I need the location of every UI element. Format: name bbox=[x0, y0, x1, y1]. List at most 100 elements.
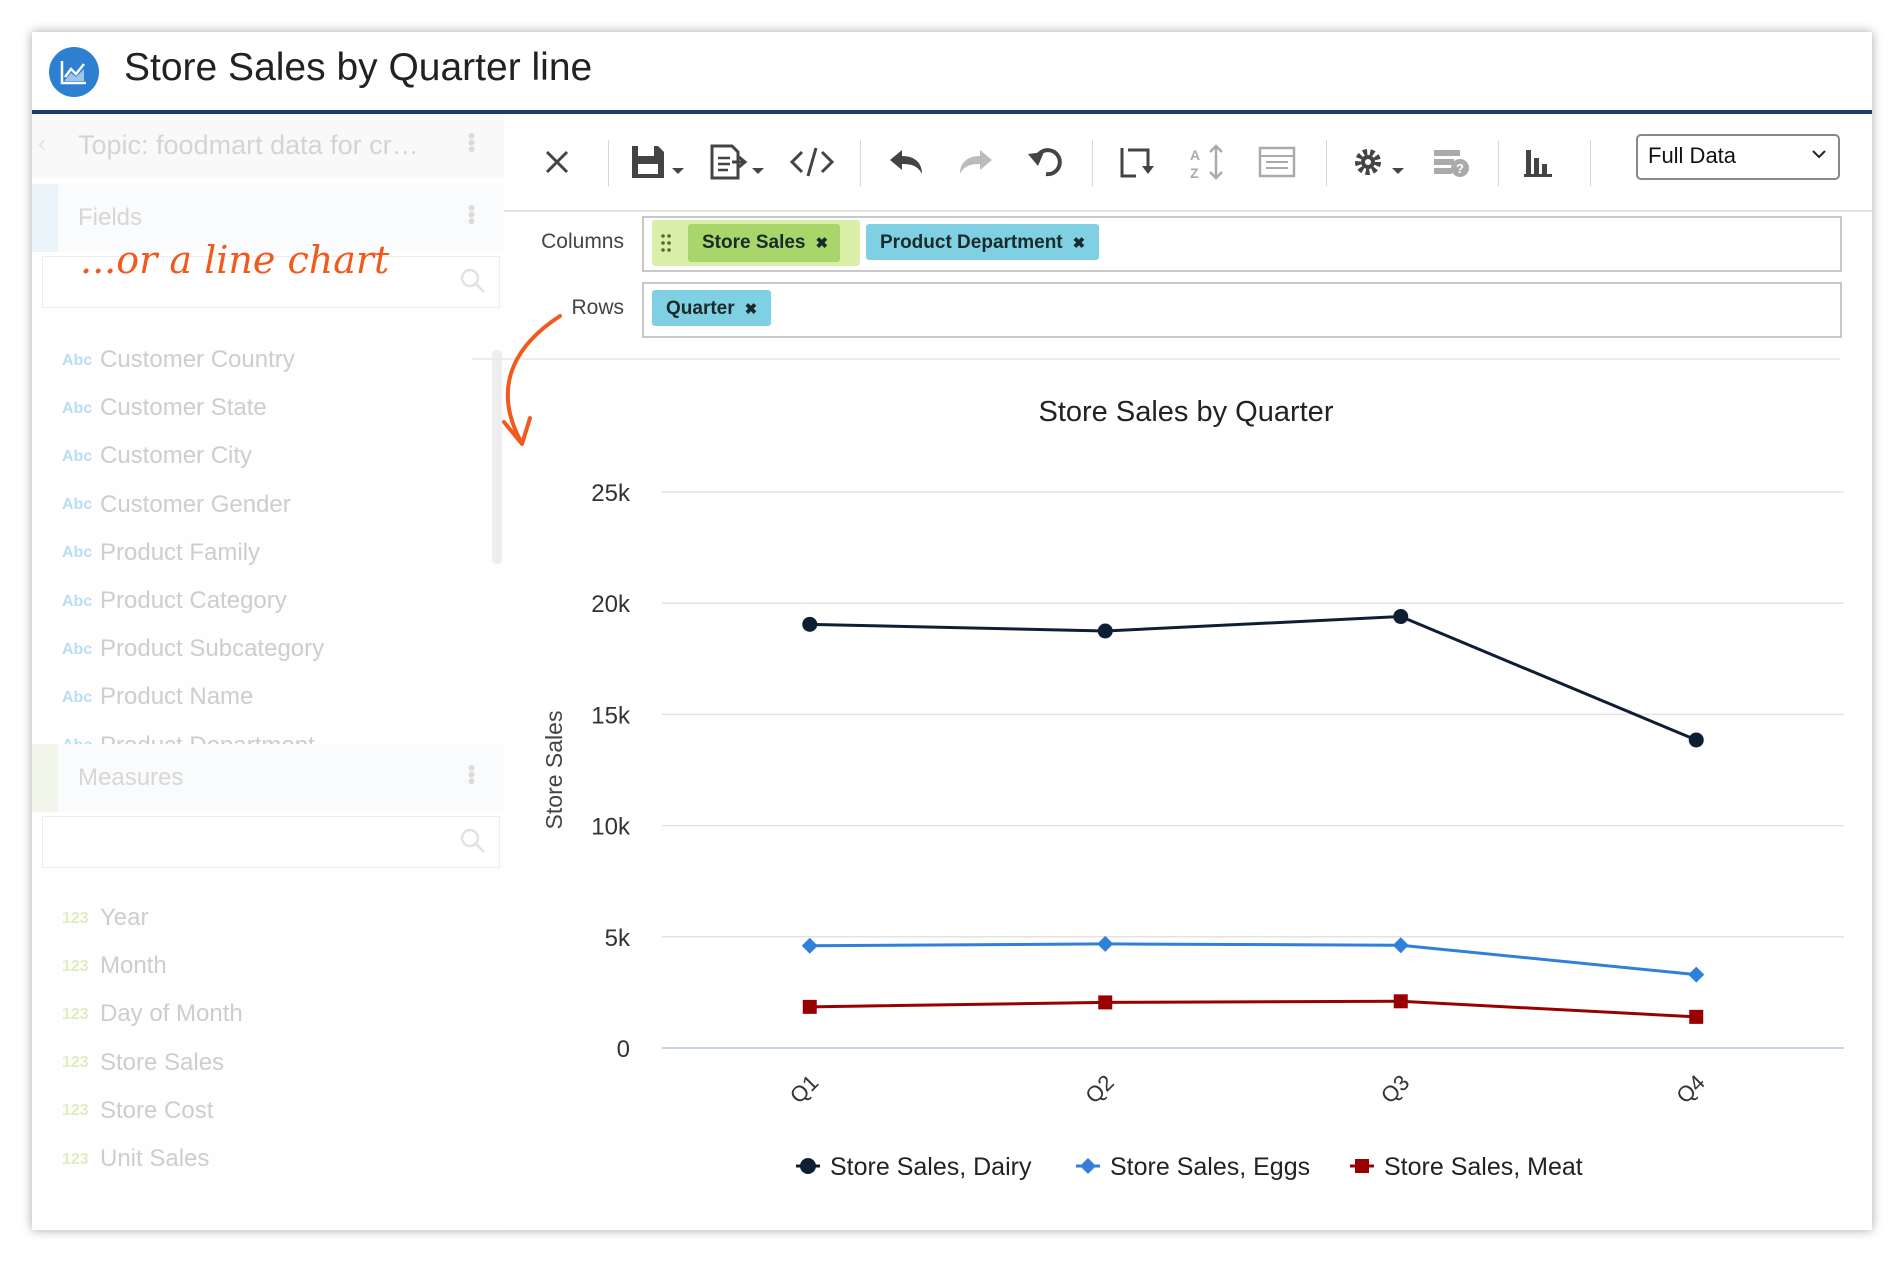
close-icon[interactable] bbox=[540, 138, 574, 186]
grid-lines bbox=[662, 491, 1844, 1049]
field-type-badge: Abc bbox=[62, 689, 93, 707]
svg-text:?: ? bbox=[1456, 161, 1464, 176]
series-3 bbox=[802, 994, 1704, 1024]
remove-icon[interactable]: ✖ bbox=[815, 235, 829, 252]
chart-title: Store Sales by Quarter bbox=[1039, 396, 1334, 428]
sort-icon[interactable]: AZ bbox=[1186, 138, 1230, 186]
remove-icon[interactable]: ✖ bbox=[744, 301, 758, 318]
quarter-pill[interactable]: Quarter ✖ bbox=[652, 290, 772, 326]
sidebar-field-item[interactable]: 123 Store Cost bbox=[62, 1097, 213, 1125]
remove-icon[interactable]: ✖ bbox=[1072, 235, 1086, 252]
y-axis-ticks: 0 5k 10k 15k 20k 25k bbox=[591, 480, 631, 1063]
columns-shelf[interactable]: Store Sales ✖ Product Department ✖ bbox=[642, 216, 1842, 272]
app-window: Store Sales by Quarter line ‹ Topic: foo… bbox=[32, 32, 1872, 1230]
undo-icon[interactable] bbox=[884, 138, 928, 186]
data-point bbox=[1393, 994, 1408, 1009]
sidebar-field-item[interactable]: 123 Unit Sales bbox=[62, 1145, 209, 1173]
annotation-text: ...or a line chart bbox=[80, 238, 390, 282]
sidebar-field-item[interactable]: 123 Day of Month bbox=[62, 1000, 243, 1028]
pill-label: Store Sales bbox=[702, 232, 806, 253]
shelf-divider bbox=[472, 358, 1840, 360]
topic-header[interactable]: ‹ Topic: foodmart data for cr… ••• bbox=[32, 114, 504, 178]
measures-section-header[interactable]: Measures ••• bbox=[32, 744, 504, 812]
data-point bbox=[1688, 732, 1704, 748]
field-label: Product Category bbox=[100, 587, 287, 614]
sidebar: ‹ Topic: foodmart data for cr… ••• Field… bbox=[32, 114, 504, 1230]
sidebar-field-item[interactable]: Abc Customer Gender bbox=[62, 491, 291, 519]
svg-text:A: A bbox=[1190, 147, 1200, 163]
field-type-badge: 123 bbox=[62, 1006, 89, 1024]
line-chart-app-icon bbox=[49, 47, 99, 97]
field-label: Customer State bbox=[100, 394, 267, 422]
code-icon[interactable] bbox=[788, 138, 836, 186]
settings-icon[interactable] bbox=[1348, 138, 1408, 186]
data-point bbox=[1080, 1158, 1096, 1174]
field-label: Product Subcategory bbox=[100, 635, 325, 663]
data-point bbox=[802, 999, 817, 1014]
legend-label: Store Sales, Eggs bbox=[1110, 1153, 1310, 1181]
field-type-badge: Abc bbox=[62, 448, 93, 466]
sidebar-field-item[interactable]: 123 Month bbox=[62, 952, 167, 980]
table-view-icon[interactable] bbox=[1256, 138, 1300, 186]
y-tick-label: 0 bbox=[617, 1036, 630, 1063]
data-point bbox=[802, 616, 818, 632]
store-sales-pill[interactable]: Store Sales ✖ bbox=[688, 224, 841, 262]
sidebar-field-item[interactable]: Abc Customer Country bbox=[62, 346, 295, 374]
fields-search-input[interactable] bbox=[42, 256, 500, 308]
sidebar-field-item[interactable]: 123 Year bbox=[62, 904, 149, 932]
field-type-badge: Abc bbox=[62, 544, 93, 562]
field-label: Customer Gender bbox=[100, 490, 291, 518]
chevron-left-icon[interactable]: ‹ bbox=[38, 130, 46, 157]
query-icon[interactable]: ? bbox=[1430, 138, 1474, 186]
measures-header: Measures bbox=[78, 764, 184, 791]
sidebar-field-item[interactable]: Abc Customer City bbox=[62, 442, 252, 470]
fields-menu-icon[interactable]: ••• bbox=[459, 204, 484, 225]
field-type-badge: Abc bbox=[62, 592, 93, 610]
measures-search-input[interactable] bbox=[42, 816, 500, 868]
sidebar-field-item[interactable]: Abc Customer State bbox=[62, 394, 267, 422]
field-label: Customer Country bbox=[100, 346, 295, 373]
sidebar-field-item[interactable]: 123 Store Sales bbox=[62, 1049, 224, 1077]
drag-handle-icon[interactable] bbox=[660, 233, 672, 253]
topic-menu-icon[interactable]: ••• bbox=[459, 132, 484, 153]
y-tick-label: 20k bbox=[591, 591, 631, 618]
sidebar-field-item[interactable]: Abc Product Category bbox=[62, 587, 287, 615]
legend-label: Store Sales, Dairy bbox=[830, 1153, 1032, 1181]
sidebar-field-item[interactable]: Abc Product Name bbox=[62, 683, 253, 711]
measures-menu-icon[interactable]: ••• bbox=[459, 764, 484, 785]
rows-shelf[interactable]: Quarter ✖ bbox=[642, 282, 1842, 338]
save-icon[interactable] bbox=[628, 138, 688, 186]
topic-label: Topic: foodmart data for cr… bbox=[78, 130, 419, 160]
legend-label: Store Sales, Meat bbox=[1384, 1153, 1583, 1181]
y-tick-label: 5k bbox=[605, 925, 631, 952]
series-1 bbox=[802, 609, 1704, 748]
field-type-badge: Abc bbox=[62, 351, 93, 369]
sidebar-field-item[interactable]: Abc Product Subcategory bbox=[62, 635, 324, 663]
revert-icon[interactable] bbox=[1024, 138, 1068, 186]
columns-label: Columns bbox=[541, 230, 624, 253]
fields-section-header[interactable]: Fields ••• bbox=[32, 184, 504, 252]
y-axis-label: Store Sales bbox=[541, 711, 567, 830]
y-tick-label: 10k bbox=[591, 814, 631, 841]
legend: Store Sales, Dairy Store Sales, Eggs Store… bbox=[796, 1153, 1583, 1181]
product-department-pill[interactable]: Product Department ✖ bbox=[866, 224, 1100, 260]
series-lines bbox=[801, 609, 1705, 1024]
fields-scrollbar[interactable] bbox=[492, 350, 502, 564]
field-type-badge: 123 bbox=[62, 1054, 89, 1072]
sidebar-field-item[interactable]: Abc Product Family bbox=[62, 539, 260, 567]
data-point bbox=[1355, 1159, 1369, 1173]
redo-icon[interactable] bbox=[954, 138, 998, 186]
page-title: Store Sales by Quarter line bbox=[124, 46, 593, 89]
x-tick-label: Q3 bbox=[1376, 1070, 1414, 1108]
data-point bbox=[1689, 1009, 1704, 1024]
chart-icon[interactable] bbox=[1520, 138, 1564, 186]
y-tick-label: 15k bbox=[591, 702, 631, 729]
x-tick-label: Q1 bbox=[785, 1070, 823, 1108]
store-sales-pill-wrap[interactable]: Store Sales ✖ bbox=[652, 220, 860, 266]
field-label: Month bbox=[100, 952, 167, 980]
view-select[interactable]: Full Data bbox=[1636, 134, 1840, 180]
swap-axes-icon[interactable] bbox=[1114, 138, 1158, 186]
export-icon[interactable] bbox=[708, 138, 768, 186]
